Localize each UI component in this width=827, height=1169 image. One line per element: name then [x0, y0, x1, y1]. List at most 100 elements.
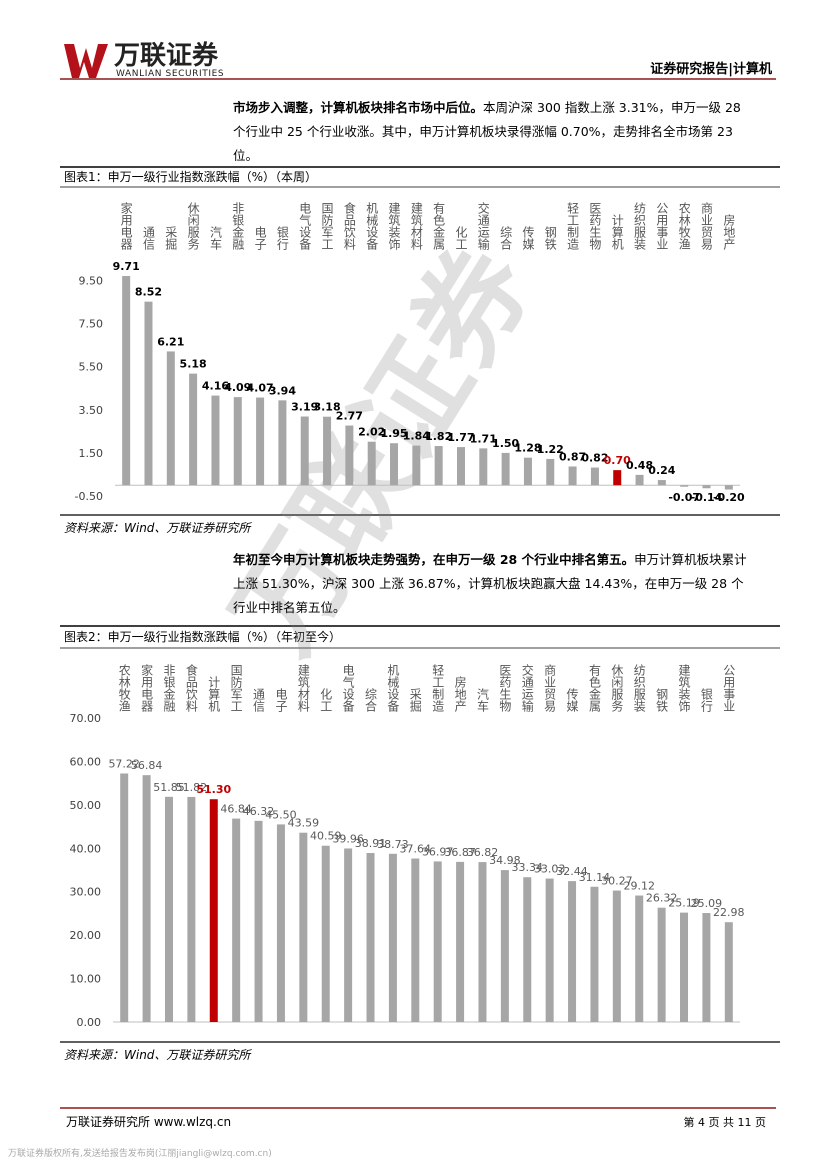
y-tick-label: 30.00 [70, 886, 102, 899]
x-tick-label: 家用电器 [119, 201, 133, 251]
data-label: 32.44 [556, 865, 588, 878]
x-tick-label: 医药生物 [498, 664, 512, 712]
data-label: 0.87 [559, 450, 586, 463]
footer-institute: 万联证券研究所 www.wlzq.cn [66, 1114, 231, 1129]
y-tick-label: 50.00 [70, 799, 102, 812]
x-tick-label: 国防军工 [229, 664, 243, 712]
bar [702, 485, 711, 489]
y-tick-label: 40.00 [70, 842, 102, 855]
data-label: 9.71 [113, 260, 140, 273]
x-tick-label: 电气设备 [298, 202, 312, 251]
x-tick-label: 银行 [699, 688, 713, 712]
bar [500, 870, 509, 1022]
data-label: 0.70 [604, 454, 631, 467]
bar [702, 913, 711, 1022]
bar [142, 775, 151, 1022]
data-label: 26.32 [646, 892, 678, 905]
data-label: 4.09 [224, 381, 251, 394]
data-label: 36.82 [467, 846, 499, 859]
data-label: 2.77 [336, 410, 363, 423]
source: 资料来源：Wind、万联证券研究所 [64, 1048, 252, 1062]
paragraph: 市场步入调整，计算机板块排名市场中后位。本周沪深 300 指数上涨 3.31%，… [233, 96, 748, 168]
bar [612, 890, 621, 1022]
data-label: 51.30 [196, 783, 231, 796]
bar [568, 466, 577, 486]
data-label: 56.84 [131, 759, 163, 772]
bar [209, 799, 218, 1022]
x-tick-label: 汽车 [208, 225, 222, 251]
x-tick-label: 电气设备 [341, 664, 355, 713]
bar [523, 457, 532, 486]
bar [456, 447, 465, 486]
bar [164, 796, 173, 1022]
bar [724, 485, 733, 490]
data-label: 1.71 [470, 432, 497, 445]
data-label: 8.52 [135, 286, 162, 299]
x-tick-label: 机械设备 [386, 664, 400, 713]
x-tick-label: 医药生物 [588, 202, 602, 250]
data-label: 36.97 [422, 845, 454, 858]
x-tick-label: 建筑装饰 [387, 202, 401, 250]
x-tick-label: 采掘 [164, 226, 178, 251]
x-tick-label: 食品饮料 [184, 663, 198, 712]
bar [657, 480, 666, 486]
x-tick-label: 商业贸易 [543, 663, 557, 713]
bar [635, 895, 644, 1022]
data-label: 0.82 [581, 452, 608, 465]
y-tick-label: 20.00 [70, 929, 102, 942]
data-label: 40.59 [310, 830, 342, 843]
x-tick-label: 公用事业 [722, 664, 736, 712]
report-type: 证券研究报告|计算机 [650, 61, 772, 77]
x-tick-label: 房地产 [453, 675, 467, 713]
data-label: 38.91 [355, 837, 387, 850]
bar [657, 907, 666, 1022]
data-label: -0.20 [713, 491, 745, 504]
y-tick-label: 0.00 [77, 1016, 102, 1029]
bar [366, 853, 375, 1022]
data-label: 1.22 [537, 443, 564, 456]
x-tick-label: 建筑材料 [296, 664, 310, 712]
x-tick-label: 公用事业 [655, 202, 669, 250]
x-tick-label: 家用电器 [140, 663, 154, 713]
bar [433, 861, 442, 1022]
y-tick-label: 3.50 [79, 404, 104, 417]
x-tick-label: 综合 [499, 226, 513, 250]
data-label: 6.21 [157, 335, 184, 348]
x-tick-label: 纺织服装 [632, 664, 646, 713]
bar [412, 445, 421, 486]
data-label: 57.22 [108, 758, 140, 771]
paragraph: 年初至今申万计算机板块走势强势，在申万一级 28 个行业中排名第五。申万计算机板… [233, 548, 748, 620]
data-label: 0.48 [626, 459, 653, 472]
y-tick-label: 7.50 [79, 318, 104, 331]
bar [344, 848, 353, 1022]
bar [680, 912, 689, 1022]
data-label: 30.27 [601, 875, 633, 888]
copyright: 万联证券版权所有,发送给报告发布岗(江丽jiangli@wlzq.com.cn) [8, 1147, 272, 1159]
source: 资料来源：Wind、万联证券研究所 [64, 521, 252, 535]
bar [613, 470, 622, 486]
x-tick-label: 机械设备 [365, 202, 379, 251]
bar [300, 416, 309, 486]
x-tick-label: 建筑材料 [409, 202, 423, 250]
x-tick-label: 食品饮料 [342, 201, 356, 250]
x-tick-label: 房地产 [722, 213, 736, 251]
y-tick-label: 60.00 [70, 755, 102, 768]
x-tick-label: 非银金融 [231, 202, 245, 251]
bar [479, 448, 488, 486]
bar [122, 276, 131, 486]
x-tick-label: 通信 [252, 688, 266, 713]
x-tick-label: 采掘 [408, 688, 422, 713]
data-label: 33.34 [512, 861, 544, 874]
paragraph-lead: 市场步入调整，计算机板块排名市场中后位。 [233, 100, 484, 115]
y-tick-label: 5.50 [79, 361, 104, 374]
data-label: 1.95 [380, 427, 407, 440]
bar [144, 301, 153, 486]
bar [345, 425, 354, 486]
data-label: 4.07 [247, 382, 274, 395]
bar [501, 452, 510, 486]
chart-title: 图表2：申万一级行业指数涨跌幅（%）（年初至今） [64, 629, 341, 644]
x-tick-label: 通信 [141, 226, 155, 251]
x-tick-label: 商业贸易 [700, 201, 714, 251]
